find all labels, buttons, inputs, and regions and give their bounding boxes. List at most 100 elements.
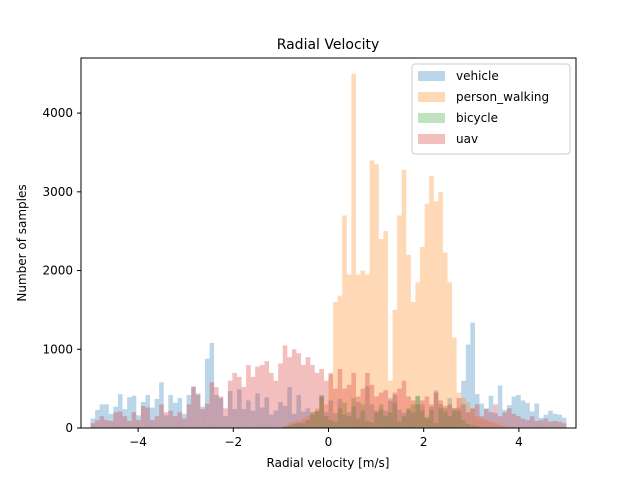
bar-vehicle-58 [355,402,361,428]
bar-person_walking-56 [346,274,352,428]
bar-uav-1 [95,420,100,428]
bar-bicycle-66 [392,402,398,428]
bar-person_walking-68 [401,169,407,429]
bar-vehicle-29 [223,416,228,428]
bar-vehicle-39 [269,414,274,428]
bar-person_walking-44 [291,421,297,428]
bar-vehicle-74 [429,406,434,428]
bar-uav-71 [415,404,421,428]
bar-person_walking-58 [355,274,361,428]
bar-vehicle-61 [369,404,375,428]
bar-uav-31 [232,372,237,428]
bar-person_walking-45 [296,420,302,428]
bar-uav-22 [191,387,196,428]
bar-vehicle-80 [456,407,462,428]
bar-uav-4 [108,420,114,428]
legend-label-person_walking: person_walking [456,90,549,104]
bar-vehicle-89 [497,385,503,428]
bar-person_walking-82 [465,402,471,428]
bar-vehicle-31 [232,409,237,428]
bar-uav-14 [154,416,160,428]
bar-bicycle-70 [410,404,416,428]
bar-vehicle-26 [209,342,215,428]
bar-uav-95 [525,420,530,428]
bar-vehicle-78 [447,398,453,428]
bar-person_walking-46 [301,418,306,428]
bar-uav-92 [511,413,517,428]
bar-person_walking-72 [420,246,425,428]
bar-uav-28 [218,396,224,428]
bar-person_walking-43 [287,423,292,428]
legend-swatch-vehicle [418,71,445,81]
bar-vehicle-51 [323,412,329,428]
bar-vehicle-69 [406,409,411,428]
bar-person_walking-54 [337,295,343,428]
bar-bicycle-51 [323,416,329,428]
bar-uav-94 [520,418,526,428]
bar-uav-99 [543,418,549,428]
y-axis: 0 1000 2000 3000 4000 [42,106,81,435]
bar-uav-29 [223,408,228,428]
bar-vehicle-62 [374,410,379,428]
bar-vehicle-48 [310,414,315,428]
bar-uav-102 [557,421,562,428]
bar-bicycle-79 [452,410,457,428]
bar-uav-12 [145,407,151,428]
bar-vehicle-54 [337,398,343,428]
histogram-bars [90,73,567,429]
bar-vehicle-67 [397,409,402,428]
bar-uav-98 [539,420,544,428]
bar-uav-80 [456,398,462,428]
bar-uav-75 [433,392,439,428]
bar-uav-15 [159,404,164,428]
bar-bicycle-61 [369,422,375,428]
bar-vehicle-9 [131,395,137,428]
bar-uav-3 [104,420,109,428]
bar-vehicle-84 [474,394,480,428]
bar-person_walking-87 [488,421,494,428]
legend-label-bicycle: bicycle [456,111,498,125]
bar-uav-35 [250,376,256,428]
bar-vehicle-98 [539,417,544,428]
bar-uav-24 [200,409,205,428]
bar-person_walking-86 [484,420,489,428]
bar-bicycle-57 [351,398,356,428]
bar-vehicle-50 [319,394,324,428]
bar-uav-79 [452,408,457,428]
bar-uav-67 [397,388,402,428]
bar-bicycle-48 [310,412,315,428]
bar-uav-60 [365,372,370,428]
bar-person_walking-83 [470,409,475,428]
bar-bicycle-72 [420,410,425,428]
bar-vehicle-16 [163,415,169,428]
bar-vehicle-30 [227,391,233,428]
bar-person_walking-81 [461,398,466,428]
bar-person_walking-61 [369,160,375,428]
bar-uav-66 [392,392,398,428]
bar-vehicle-8 [127,397,132,428]
bar-bicycle-60 [365,420,370,428]
bar-bicycle-42 [282,426,288,428]
bar-vehicle-52 [328,400,334,428]
bar-uav-40 [273,380,279,428]
bar-uav-69 [406,396,411,428]
bar-uav-44 [291,349,297,428]
bar-uav-30 [227,380,233,428]
bar-vehicle-46 [301,411,306,428]
bar-vehicle-41 [278,402,283,428]
bar-vehicle-42 [282,405,288,428]
bar-bicycle-74 [429,409,434,428]
bar-uav-73 [424,396,430,428]
bar-bicycle-64 [383,416,388,428]
bar-bicycle-78 [447,416,453,428]
bar-person_walking-90 [502,426,507,428]
bar-vehicle-65 [388,398,393,428]
bar-vehicle-7 [122,409,128,428]
bar-person_walking-47 [305,416,311,428]
bar-vehicle-19 [177,398,183,428]
bar-vehicle-32 [236,389,242,428]
bar-bicycle-43 [287,425,292,428]
bar-uav-65 [388,400,393,428]
x-axis-label: Radial velocity [m/s] [267,456,390,470]
